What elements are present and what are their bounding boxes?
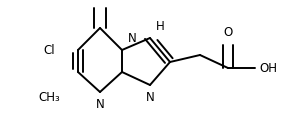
Text: N: N [128, 32, 137, 45]
Text: N: N [96, 98, 104, 111]
Text: OH: OH [260, 62, 277, 75]
Text: N: N [146, 91, 154, 104]
Text: CH₃: CH₃ [39, 91, 60, 104]
Text: O: O [224, 26, 233, 39]
Text: O: O [95, 0, 105, 1]
Text: H: H [156, 20, 165, 33]
Text: Cl: Cl [44, 43, 55, 56]
